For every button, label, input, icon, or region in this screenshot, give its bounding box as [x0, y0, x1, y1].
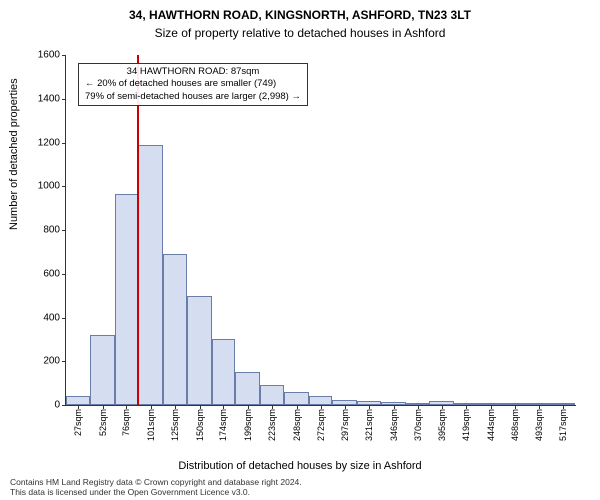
y-tick-mark	[62, 99, 66, 100]
y-tick-mark	[62, 55, 66, 56]
footer-line2: This data is licensed under the Open Gov…	[10, 487, 590, 497]
histogram-bar	[138, 145, 163, 405]
annotation-box: 34 HAWTHORN ROAD: 87sqm← 20% of detached…	[78, 63, 308, 106]
histogram-bar	[332, 400, 357, 405]
histogram-bar	[66, 396, 90, 405]
x-tick-label: 52sqm	[98, 405, 108, 436]
histogram-bar	[90, 335, 115, 405]
chart-title: 34, HAWTHORN ROAD, KINGSNORTH, ASHFORD, …	[0, 0, 600, 24]
annotation-line2: ← 20% of detached houses are smaller (74…	[85, 78, 301, 90]
y-tick-mark	[62, 318, 66, 319]
x-tick-label: 321sqm	[364, 405, 374, 441]
x-tick-label: 346sqm	[389, 405, 399, 441]
histogram-bar	[406, 403, 430, 405]
x-tick-label: 150sqm	[195, 405, 205, 441]
x-tick-label: 444sqm	[486, 405, 496, 441]
histogram-bar	[309, 396, 333, 405]
x-tick-label: 199sqm	[243, 405, 253, 441]
histogram-bar	[115, 194, 139, 405]
x-tick-label: 272sqm	[316, 405, 326, 441]
footer-line1: Contains HM Land Registry data © Crown c…	[10, 477, 590, 487]
x-tick-label: 27sqm	[73, 405, 83, 436]
x-tick-label: 297sqm	[340, 405, 350, 441]
histogram-bar	[212, 339, 236, 405]
x-tick-label: 248sqm	[292, 405, 302, 441]
y-tick-mark	[62, 405, 66, 406]
histogram-bar	[454, 403, 478, 405]
histogram-bar	[551, 403, 575, 405]
x-tick-label: 493sqm	[534, 405, 544, 441]
x-tick-label: 517sqm	[558, 405, 568, 441]
histogram-bar	[260, 385, 284, 405]
histogram-bar	[284, 392, 309, 405]
y-axis-label: Number of detached properties	[8, 78, 20, 230]
histogram-bar	[235, 372, 260, 405]
x-tick-label: 468sqm	[510, 405, 520, 441]
annotation-line3: 79% of semi-detached houses are larger (…	[85, 91, 301, 103]
y-tick-mark	[62, 361, 66, 362]
x-tick-label: 223sqm	[267, 405, 277, 441]
histogram-bar	[187, 296, 212, 405]
histogram-bar	[503, 403, 527, 405]
histogram-bar	[381, 402, 406, 405]
histogram-bar	[163, 254, 187, 405]
x-tick-label: 370sqm	[413, 405, 423, 441]
footer-attribution: Contains HM Land Registry data © Crown c…	[10, 477, 590, 497]
y-tick-mark	[62, 143, 66, 144]
chart-subtitle: Size of property relative to detached ho…	[0, 24, 600, 40]
y-tick-mark	[62, 274, 66, 275]
histogram-bar	[478, 403, 503, 405]
x-tick-label: 174sqm	[218, 405, 228, 441]
x-tick-label: 101sqm	[146, 405, 156, 441]
highlight-line	[137, 55, 139, 405]
histogram-bar	[429, 401, 454, 405]
x-tick-label: 395sqm	[437, 405, 447, 441]
x-tick-label: 125sqm	[170, 405, 180, 441]
x-axis-label: Distribution of detached houses by size …	[0, 460, 600, 472]
histogram-bar	[526, 403, 551, 405]
y-tick-mark	[62, 230, 66, 231]
x-tick-label: 419sqm	[461, 405, 471, 441]
y-tick-mark	[62, 186, 66, 187]
chart-plot-area: 0200400600800100012001400160027sqm52sqm7…	[65, 55, 576, 406]
annotation-line1: 34 HAWTHORN ROAD: 87sqm	[85, 66, 301, 78]
histogram-bar	[357, 401, 381, 405]
x-tick-label: 76sqm	[121, 405, 131, 436]
